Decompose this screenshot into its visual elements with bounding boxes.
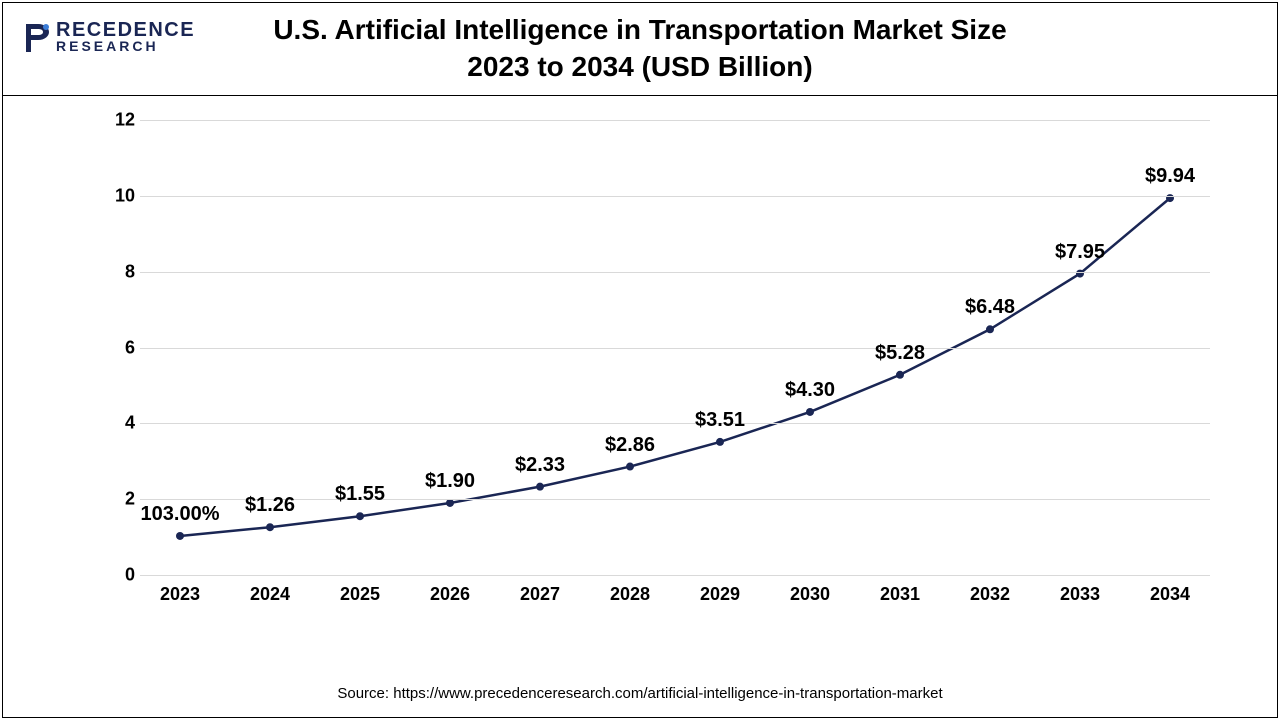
y-axis-tick: 6 bbox=[105, 337, 135, 358]
gridline bbox=[140, 423, 1210, 424]
x-axis-tick: 2031 bbox=[880, 584, 920, 605]
logo-p-icon bbox=[20, 20, 54, 54]
logo-text-top: RECEDENCE bbox=[56, 21, 195, 40]
data-point-label: $9.94 bbox=[1145, 165, 1195, 188]
title-line1: U.S. Artificial Intelligence in Transpor… bbox=[273, 14, 1006, 45]
x-axis-tick: 2025 bbox=[340, 584, 380, 605]
data-point-label: $4.30 bbox=[785, 379, 835, 402]
data-point-label: $1.26 bbox=[245, 494, 295, 517]
data-point-label: $7.95 bbox=[1055, 241, 1105, 264]
x-axis-tick: 2034 bbox=[1150, 584, 1190, 605]
x-axis-tick: 2029 bbox=[700, 584, 740, 605]
gridline bbox=[140, 196, 1210, 197]
data-point-label: 103.00% bbox=[141, 503, 220, 526]
y-axis-tick: 0 bbox=[105, 565, 135, 586]
y-axis-tick: 2 bbox=[105, 489, 135, 510]
y-axis-tick: 8 bbox=[105, 261, 135, 282]
x-axis-tick: 2030 bbox=[790, 584, 830, 605]
x-axis-tick: 2027 bbox=[520, 584, 560, 605]
chart-area: 0246810122023202420252026202720282029203… bbox=[100, 120, 1210, 615]
x-axis-tick: 2028 bbox=[610, 584, 650, 605]
x-axis-tick: 2023 bbox=[160, 584, 200, 605]
data-point-label: $1.55 bbox=[335, 483, 385, 506]
data-point-label: $2.33 bbox=[515, 454, 565, 477]
x-axis-tick: 2024 bbox=[250, 584, 290, 605]
y-axis-tick: 12 bbox=[105, 110, 135, 131]
brand-logo: RECEDENCE RESEARCH bbox=[20, 20, 195, 54]
data-point-label: $3.51 bbox=[695, 409, 745, 432]
gridline bbox=[140, 272, 1210, 273]
chart-title: U.S. Artificial Intelligence in Transpor… bbox=[273, 12, 1006, 85]
gridline bbox=[140, 499, 1210, 500]
gridline bbox=[140, 348, 1210, 349]
gridline bbox=[140, 120, 1210, 121]
x-axis-tick: 2032 bbox=[970, 584, 1010, 605]
data-point-label: $6.48 bbox=[965, 296, 1015, 319]
y-axis-tick: 4 bbox=[105, 413, 135, 434]
data-point-label: $2.86 bbox=[605, 434, 655, 457]
data-point-label: $5.28 bbox=[875, 342, 925, 365]
title-line2: 2023 to 2034 (USD Billion) bbox=[467, 51, 812, 82]
logo-text: RECEDENCE RESEARCH bbox=[56, 21, 195, 53]
x-axis-tick: 2026 bbox=[430, 584, 470, 605]
gridline bbox=[140, 575, 1210, 576]
logo-text-bottom: RESEARCH bbox=[56, 40, 195, 53]
plot-area: 0246810122023202420252026202720282029203… bbox=[140, 120, 1210, 575]
x-axis-tick: 2033 bbox=[1060, 584, 1100, 605]
source-citation: Source: https://www.precedenceresearch.c… bbox=[0, 685, 1280, 702]
data-point-label: $1.90 bbox=[425, 470, 475, 493]
y-axis-tick: 10 bbox=[105, 185, 135, 206]
